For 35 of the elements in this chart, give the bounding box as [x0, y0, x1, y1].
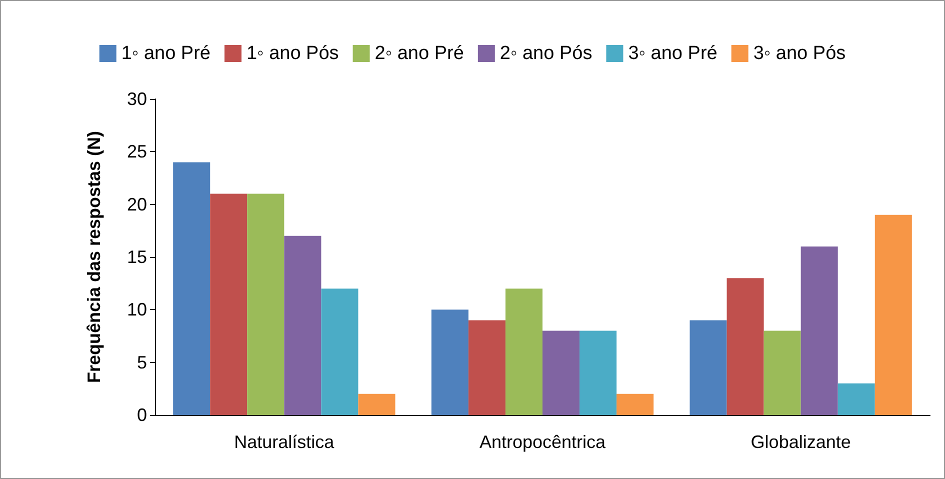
bar [173, 162, 210, 415]
bar [580, 330, 617, 415]
bar [542, 330, 580, 415]
legend-label: 1◦ ano Pós [246, 43, 339, 64]
legend-label: 3◦ ano Pré [628, 43, 718, 64]
y-tick-label: 15 [126, 247, 147, 267]
bar [726, 278, 764, 415]
y-tick-label: 30 [126, 89, 147, 109]
bar [431, 310, 468, 415]
bar [838, 383, 875, 415]
bar [764, 330, 801, 415]
x-tick-label: Antropocêntrica [479, 432, 607, 452]
y-tick-label: 10 [126, 300, 147, 320]
legend-label: 2◦ ano Pós [500, 43, 592, 64]
y-tick-label: 0 [136, 405, 147, 425]
bar [468, 320, 506, 415]
bar [505, 288, 542, 415]
y-tick-label: 5 [136, 352, 147, 372]
legend-label: 2◦ ano Pré [374, 43, 464, 64]
bar [284, 236, 322, 415]
legend-label: 3◦ ano Pós [753, 43, 846, 64]
bar [800, 246, 838, 415]
bar [247, 194, 284, 415]
bar [358, 394, 396, 415]
y-tick-label: 25 [126, 142, 147, 162]
y-axis-title: Frequência das respostas (N) [84, 130, 104, 384]
bar [321, 288, 358, 415]
y-tick-label: 20 [126, 194, 147, 214]
bar [210, 194, 248, 415]
bar [616, 394, 654, 415]
x-tick-label: Naturalística [234, 432, 336, 452]
x-tick-label: Globalizante [750, 432, 851, 452]
bar [874, 214, 912, 415]
bar [690, 320, 727, 415]
legend-label: 1◦ ano Pré [121, 43, 210, 64]
